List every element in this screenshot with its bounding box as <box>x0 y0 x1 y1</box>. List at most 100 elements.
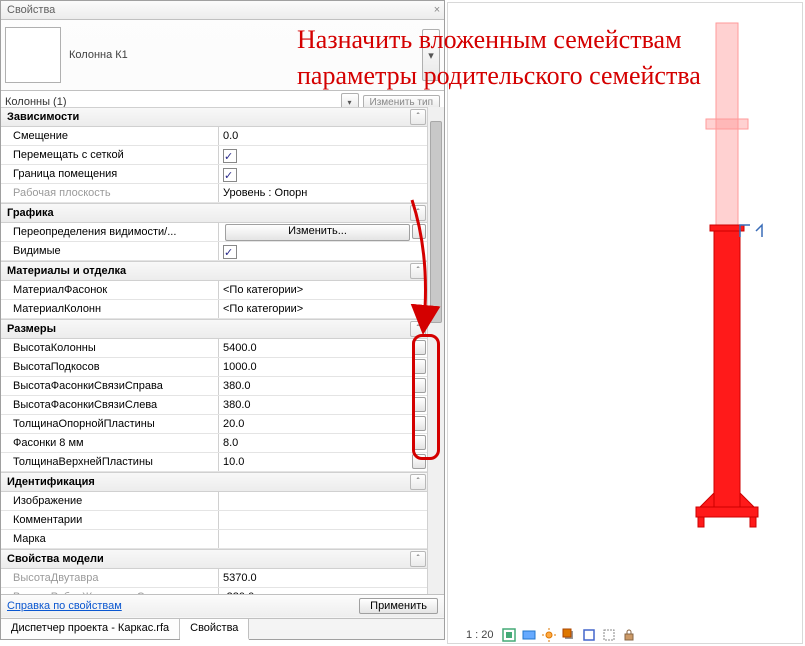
chevron-up-icon[interactable]: ˆ <box>410 321 426 337</box>
value-text: 8.0 <box>223 437 238 449</box>
property-value[interactable] <box>219 165 428 183</box>
column-model <box>448 3 805 623</box>
dimension-handle[interactable] <box>738 223 764 244</box>
value-text: 1000.0 <box>223 361 257 373</box>
associate-button[interactable] <box>412 397 426 412</box>
checkbox[interactable] <box>223 149 237 163</box>
chevron-up-icon[interactable]: ˆ <box>410 109 426 125</box>
visual-style-icon[interactable] <box>522 628 536 642</box>
associate-button[interactable] <box>412 416 426 431</box>
tab-properties[interactable]: Свойства <box>180 619 249 640</box>
associate-button[interactable] <box>412 435 426 450</box>
property-value[interactable] <box>219 530 428 548</box>
crop-region-icon[interactable] <box>602 628 616 642</box>
property-value[interactable] <box>219 242 428 260</box>
property-value[interactable]: Изменить... <box>219 223 428 241</box>
group-header[interactable]: Идентификация ˆ <box>1 472 428 492</box>
associate-button[interactable] <box>412 454 426 469</box>
associate-button[interactable] <box>412 359 426 374</box>
chevron-up-icon[interactable]: ˆ <box>410 551 426 567</box>
property-name: Переопределения видимости/... <box>1 223 219 241</box>
property-value[interactable]: 1000.0 <box>219 358 428 376</box>
property-name: ВысотаКолонны <box>1 339 219 357</box>
property-value[interactable]: <По категории> <box>219 281 428 299</box>
tab-project-browser[interactable]: Диспетчер проекта - Каркас.rfa <box>1 619 180 639</box>
property-name: ТолщинаОпорнойПластины <box>1 415 219 433</box>
scrollbar[interactable] <box>427 107 444 595</box>
panel-titlebar[interactable]: Свойства × <box>1 1 444 20</box>
property-value[interactable]: 10.0 <box>219 453 428 471</box>
property-value[interactable] <box>219 146 428 164</box>
close-icon[interactable]: × <box>430 1 444 19</box>
property-value[interactable] <box>219 511 428 529</box>
property-row: МатериалФасонок<По категории> <box>1 281 428 300</box>
group-header[interactable]: Графика ˆ <box>1 203 428 223</box>
crop-icon[interactable] <box>582 628 596 642</box>
checkbox[interactable] <box>223 168 237 182</box>
property-name: Изображение <box>1 492 219 510</box>
chevron-up-icon[interactable]: ˆ <box>410 205 426 221</box>
property-row: ТолщинаОпорнойПластины20.0 <box>1 415 428 434</box>
property-value[interactable]: 20.0 <box>219 415 428 433</box>
help-link[interactable]: Справка по свойствам <box>7 600 122 612</box>
property-value[interactable]: 5400.0 <box>219 339 428 357</box>
chevron-up-icon[interactable]: ˆ <box>410 474 426 490</box>
property-row: Переопределения видимости/... Изменить... <box>1 223 428 242</box>
associate-button[interactable] <box>412 340 426 355</box>
group-header[interactable]: Размерыˆ <box>1 319 428 339</box>
panel-footer: Справка по свойствам Применить <box>1 594 444 617</box>
property-value[interactable]: 8.0 <box>219 434 428 452</box>
property-row: Комментарии <box>1 511 428 530</box>
view-control-bar: 1 : 20 <box>446 626 803 644</box>
property-name: Видимые <box>1 242 219 260</box>
property-value[interactable]: 380.0 <box>219 396 428 414</box>
group-header[interactable]: Свойства моделиˆ <box>1 549 428 569</box>
edit-button[interactable]: Изменить... <box>225 224 410 241</box>
property-row: ВысотаПодкосов1000.0 <box>1 358 428 377</box>
value-text: <По категории> <box>223 284 303 296</box>
chevron-up-icon[interactable]: ˆ <box>410 263 426 279</box>
property-value[interactable] <box>219 492 428 510</box>
type-selector[interactable]: Колонна К1 ▾ <box>1 20 444 91</box>
associate-button[interactable] <box>412 224 426 239</box>
detail-level-icon[interactable] <box>502 628 516 642</box>
property-value[interactable]: 0.0 <box>219 127 428 145</box>
value-text: 0.0 <box>223 130 238 142</box>
property-row: ВысотаФасонкиСвязиСлева 380.0 <box>1 396 428 415</box>
model-viewport[interactable] <box>445 0 805 646</box>
group-label: Идентификация <box>7 473 95 491</box>
property-value: 5370.0 <box>219 569 428 587</box>
associate-button[interactable] <box>412 378 426 393</box>
value-text: 380.0 <box>223 399 251 411</box>
property-name: Фасонки 8 мм <box>1 434 219 452</box>
value-text: 5370.0 <box>223 572 257 584</box>
checkbox[interactable] <box>223 245 237 259</box>
type-name: Колонна К1 <box>69 49 128 61</box>
property-row: ВысотаФасонкиСвязиСправа380.0 <box>1 377 428 396</box>
property-name: ВысотаФасонкиСвязиСлева <box>1 396 219 414</box>
property-row: Граница помещения <box>1 165 428 184</box>
sun-icon[interactable] <box>542 628 556 642</box>
property-row: Перемещать с сеткой <box>1 146 428 165</box>
property-row: Смещение0.0 <box>1 127 428 146</box>
bottom-tabs: Диспетчер проекта - Каркас.rfa Свойства <box>1 618 444 639</box>
property-row: Рабочая плоскостьУровень : Опорн <box>1 184 428 203</box>
value-text: 380.0 <box>223 380 251 392</box>
property-value[interactable]: 380.0 <box>219 377 428 395</box>
scrollbar-thumb[interactable] <box>430 121 442 323</box>
property-row: Марка <box>1 530 428 549</box>
chevron-down-icon[interactable]: ▾ <box>422 29 440 81</box>
view-scale[interactable]: 1 : 20 <box>466 629 494 641</box>
shadows-icon[interactable] <box>562 628 576 642</box>
lock-icon[interactable] <box>622 628 636 642</box>
group-header[interactable]: Материалы и отделка ˆ <box>1 261 428 281</box>
group-header[interactable]: Зависимостиˆ <box>1 107 428 127</box>
apply-button[interactable]: Применить <box>359 598 438 614</box>
property-value[interactable]: <По категории> <box>219 300 428 318</box>
property-row: МатериалКолонн<По категории> <box>1 300 428 319</box>
group-label: Графика <box>7 204 54 222</box>
value-text: Уровень : Опорн <box>223 187 307 199</box>
properties-panel: Свойства × Колонна К1 ▾ Колонны (1) ▾ Из… <box>0 0 445 640</box>
property-name: Марка <box>1 530 219 548</box>
group-label: Материалы и отделка <box>7 262 126 280</box>
